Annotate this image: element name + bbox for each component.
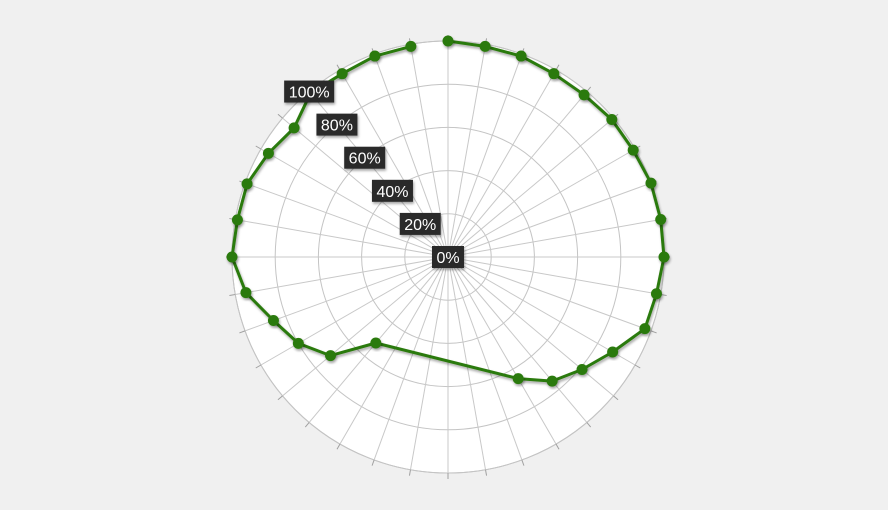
angular-tick-mark [229, 294, 236, 297]
radial-tick-label: 100% [284, 80, 335, 103]
radial-tick-label-text: 80% [321, 118, 353, 135]
grid-spoke [447, 218, 661, 258]
data-point [262, 147, 274, 159]
data-point [576, 363, 588, 375]
series-group [226, 35, 670, 387]
angular-tick-mark [408, 469, 411, 476]
data-point [479, 40, 491, 52]
grid-spoke [260, 148, 449, 258]
data-point [292, 337, 304, 349]
data-point [650, 288, 662, 300]
data-point [336, 68, 348, 80]
grid-spoke [447, 256, 661, 296]
radial-tick-label-text: 60% [349, 151, 381, 168]
data-point [639, 323, 651, 335]
grid-spoke [447, 256, 636, 366]
radial-tick-label-text: 0% [436, 250, 459, 267]
grid-spoke [244, 256, 449, 332]
data-point [658, 251, 670, 263]
radial-tick-label-bg [432, 246, 464, 268]
grid-spoke [409, 256, 449, 470]
angular-tick-mark [239, 330, 246, 334]
angular-tick-mark [277, 113, 283, 119]
radial-tick-label-text: 20% [404, 217, 436, 234]
grid-spoke [447, 256, 652, 332]
grid-spoke [282, 256, 449, 397]
radial-tick-label: 20% [399, 212, 441, 235]
angular-tick-mark [586, 422, 592, 428]
angular-tick-mark [255, 145, 262, 150]
data-point [370, 337, 382, 349]
radial-tick-label-text: 100% [289, 85, 330, 102]
grid-spoke [447, 117, 614, 258]
radial-tick-label-bg [399, 212, 441, 235]
grid-spoke [447, 91, 588, 258]
radial-tick-label-bg [316, 113, 358, 136]
data-point [226, 251, 238, 263]
grid-spoke [339, 256, 449, 445]
data-point [241, 178, 253, 190]
grid-spoke [409, 44, 449, 258]
data-point [606, 114, 618, 126]
radial-tick-label: 0% [432, 246, 464, 268]
grid-spoke [244, 182, 449, 258]
data-point [607, 346, 619, 358]
angular-tick-mark [613, 395, 619, 401]
grid-spoke [447, 53, 523, 258]
radial-tick-label-bg [371, 179, 413, 202]
grid-spoke [447, 69, 557, 258]
data-point [231, 214, 243, 226]
data-point [515, 50, 527, 62]
angular-tick-mark [304, 422, 310, 428]
grid-spoke [260, 256, 449, 366]
data-point [645, 177, 657, 189]
grid-spoke [447, 44, 487, 258]
grid-spoke [447, 182, 652, 258]
angular-tick-mark [277, 395, 283, 401]
radial-tick-label-text: 40% [376, 184, 408, 201]
grid-spoke [447, 256, 487, 470]
grid-spoke [235, 218, 449, 258]
data-point [325, 350, 337, 362]
data-point [405, 40, 417, 52]
angular-tick-mark [650, 330, 657, 334]
radial-tick-label: 60% [344, 146, 386, 169]
data-point [548, 68, 560, 80]
data-point [655, 213, 667, 225]
angular-tick-mark [255, 364, 262, 369]
radial-tick-label: 40% [371, 179, 413, 202]
series-line [230, 39, 666, 383]
grid-spoke [373, 256, 449, 461]
data-point [512, 373, 524, 385]
data-point [546, 375, 558, 387]
angular-tick-mark [485, 469, 488, 476]
data-point [578, 89, 590, 101]
data-point [240, 287, 252, 299]
data-point [267, 315, 279, 327]
data-point [627, 144, 639, 156]
grid-spoke [447, 256, 523, 461]
radial-tick-label-bg [344, 146, 386, 169]
angular-tick-mark [521, 459, 525, 466]
grid-spoke [447, 256, 588, 423]
angular-tick-mark [336, 443, 341, 450]
angular-tick-mark [371, 459, 375, 466]
data-point [442, 35, 454, 47]
angular-tick-mark [634, 364, 641, 369]
radial-tick-labels: 0%20% 40% 60% 80% 100% [284, 80, 464, 268]
grid-spoke [447, 256, 557, 445]
data-point [369, 50, 381, 62]
radial-tick-label: 80% [316, 113, 358, 136]
grid-spoke [235, 256, 449, 296]
grid-spoke [447, 148, 636, 258]
radial-tick-label-bg [284, 80, 335, 103]
angular-tick-mark [555, 443, 560, 450]
data-point [288, 122, 300, 134]
